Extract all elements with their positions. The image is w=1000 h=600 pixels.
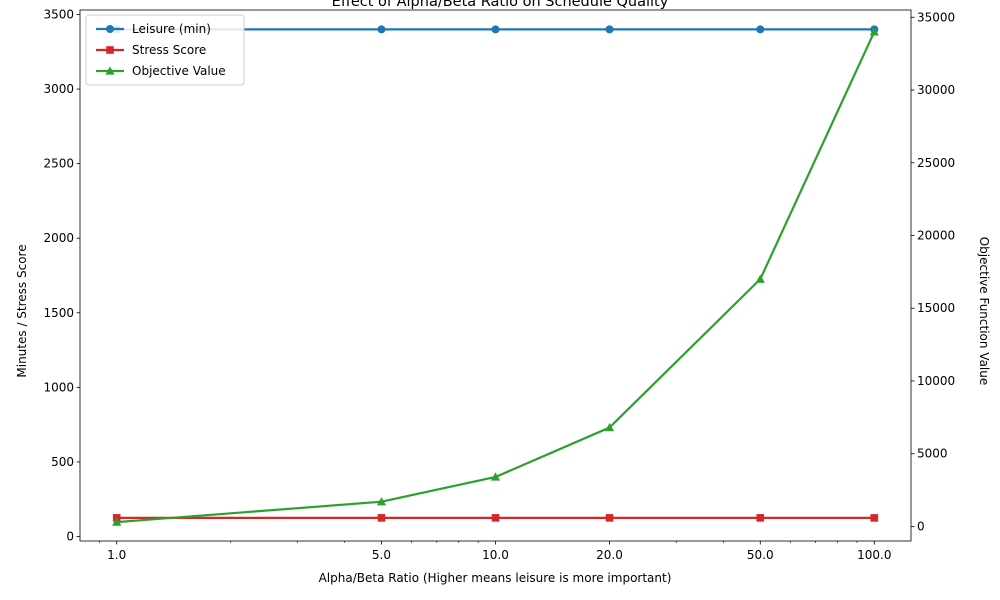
x-tick-label: 20.0 [596, 548, 623, 562]
legend-marker-leisure-min [106, 25, 114, 33]
y-left-tick-label: 2500 [43, 157, 74, 171]
legend-box [85, 14, 245, 86]
y-left-tick-label: 1500 [43, 306, 74, 320]
y-right-tick-label: 5000 [917, 447, 948, 461]
y-right-tick-label: 30000 [917, 83, 955, 97]
x-tick-label: 5.0 [372, 548, 391, 562]
data-point-stress-score [491, 514, 500, 522]
x-axis-label: Alpha/Beta Ratio (Higher means leisure i… [319, 571, 672, 585]
y-left-tick-label: 500 [51, 455, 74, 469]
x-tick-label: 50.0 [747, 548, 774, 562]
y-right-tick-label: 25000 [917, 156, 955, 170]
data-point-stress-score [605, 514, 614, 522]
data-point-stress-score [870, 514, 879, 522]
data-point-leisure-min [605, 25, 614, 34]
legend: Leisure (min) Stress Score Objective Value [85, 14, 245, 86]
y-axis-left-label: Minutes / Stress Score [15, 244, 29, 377]
legend-marker-objective-value [105, 66, 115, 75]
y-right-tick-label: 35000 [917, 10, 955, 24]
x-tick-label: 10.0 [482, 548, 509, 562]
y-right-tick-label: 10000 [917, 374, 955, 388]
legend-label-leisure-min: Leisure (min) [132, 22, 211, 36]
data-point-objective-value [112, 517, 122, 526]
data-point-leisure-min [491, 25, 500, 34]
data-point-objective-value [490, 472, 501, 481]
y-axis-right-label: Objective Function Value [977, 237, 991, 386]
x-tick-label: 100.0 [857, 548, 891, 562]
y-right-tick-label: 0 [917, 519, 925, 533]
data-point-leisure-min [377, 25, 386, 34]
y-left-tick-label: 3500 [43, 7, 74, 21]
y-left-tick-label: 3000 [43, 82, 74, 96]
chart-title: Effect of Alpha/Beta Ratio on Schedule Q… [332, 0, 669, 10]
legend-label-objective-value: Objective Value [132, 64, 226, 78]
data-point-objective-value [376, 497, 387, 506]
plot-frame [79, 9, 912, 542]
data-point-objective-value [604, 422, 615, 432]
series-line-objective-value [116, 31, 876, 524]
data-point-stress-score [377, 514, 386, 522]
data-point-leisure-min [756, 25, 765, 34]
y-left-tick-label: 0 [66, 530, 74, 544]
y-left-tick-label: 1000 [43, 380, 74, 394]
legend-marker-stress-score [106, 46, 114, 54]
data-point-objective-value [869, 27, 879, 36]
y-left-tick-label: 2000 [43, 231, 74, 245]
data-point-objective-value [755, 274, 765, 283]
y-right-tick-label: 20000 [917, 228, 955, 242]
legend-label-stress-score: Stress Score [132, 43, 206, 57]
y-right-tick-label: 15000 [917, 301, 955, 315]
plot-area: 1.0 5.0 10.0 20.0 50.0 100.0 0 500 1000 1500 2000 2… [43, 7, 955, 562]
data-point-stress-score [756, 514, 765, 522]
x-tick-label: 1.0 [107, 548, 126, 562]
